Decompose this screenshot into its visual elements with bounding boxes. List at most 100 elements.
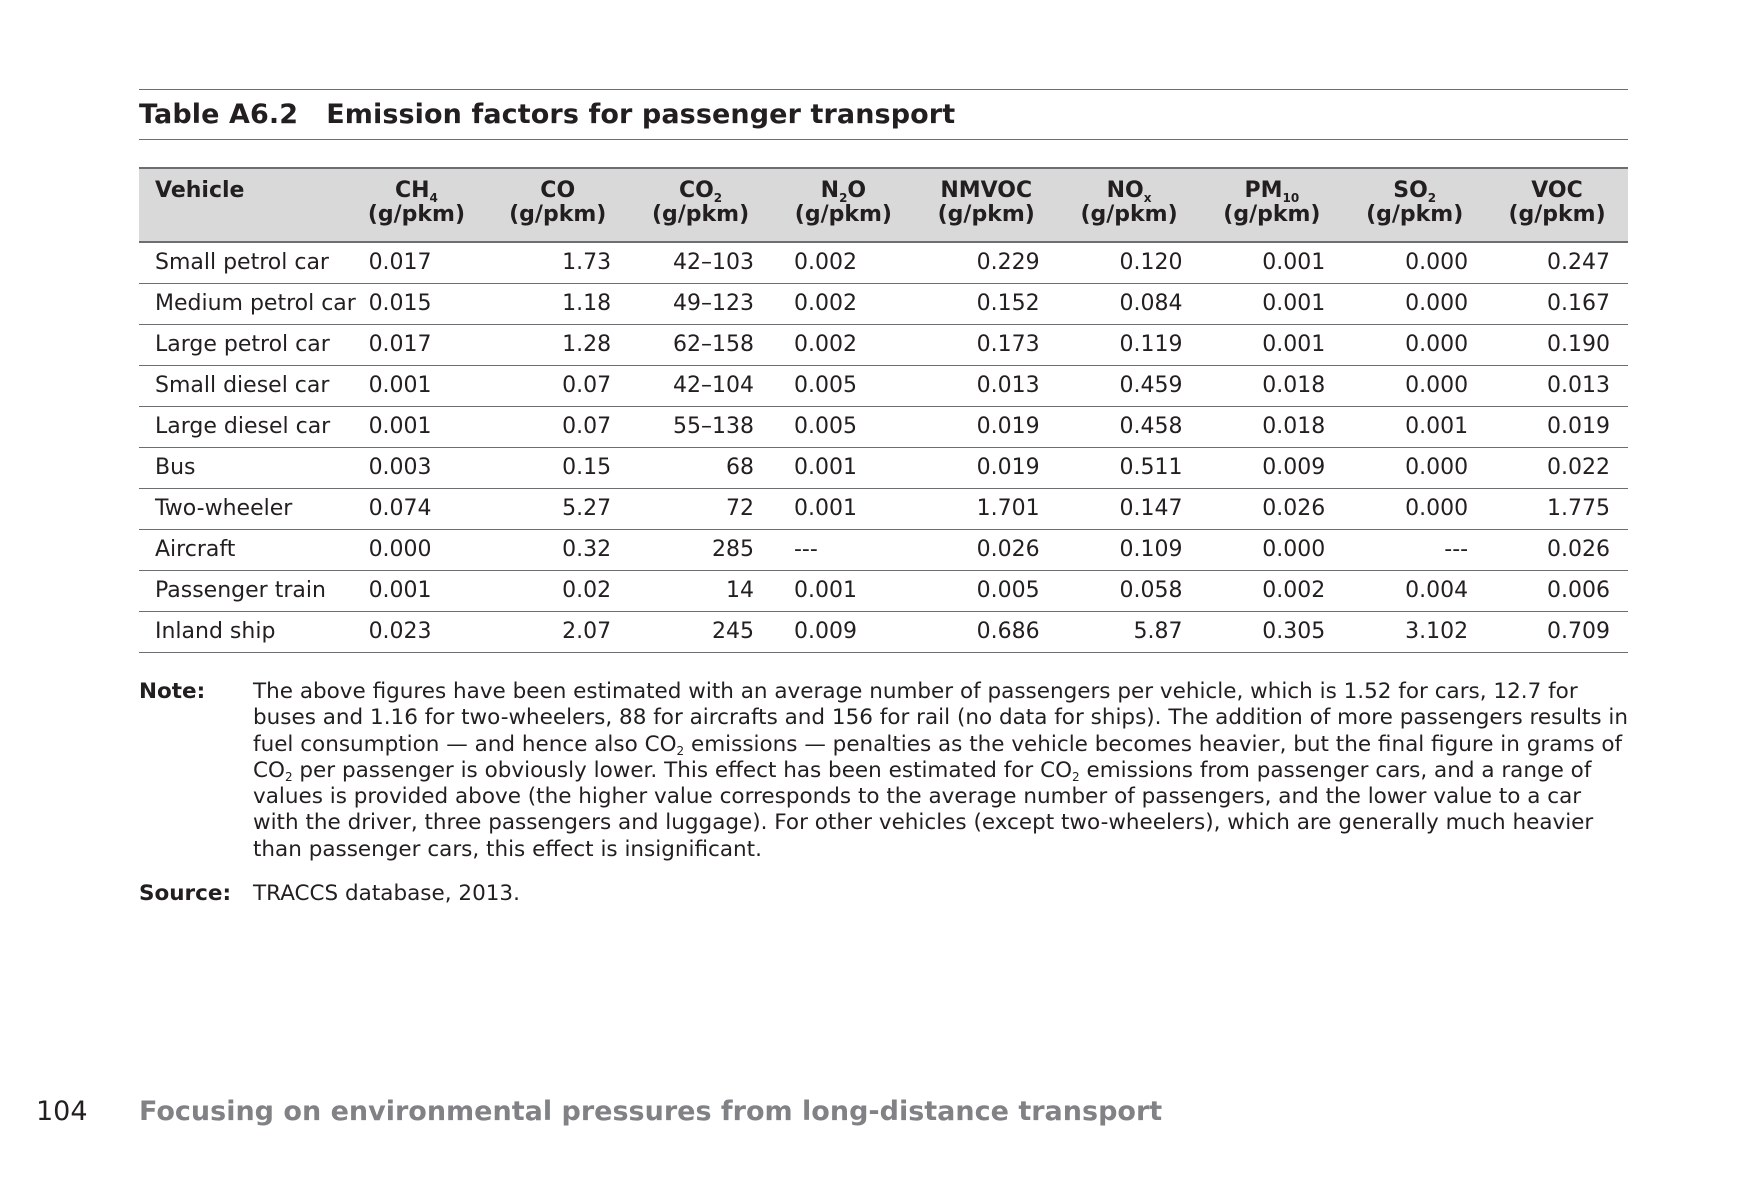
cell-pm10: 0.002 <box>1262 578 1326 603</box>
column-header-so2: SO2 (g/pkm) <box>1366 178 1464 227</box>
header-row: Vehicle CH4 (g/pkm) CO (g/pkm) CO2 (g/pkm) … <box>139 168 1628 242</box>
cell-n2o: 0.009 <box>793 619 857 644</box>
vehicle-name-cell: Small diesel car <box>155 373 330 398</box>
cell-nox: 0.119 <box>1119 332 1183 357</box>
table-section: Table A6.2 Emission factors for passenger… <box>139 89 1628 907</box>
cell-nox: 0.120 <box>1119 250 1183 275</box>
cell-nox: 0.084 <box>1119 291 1183 316</box>
cell-nmvoc: 0.019 <box>976 414 1040 439</box>
cell-co: 2.07 <box>562 619 612 644</box>
cell-so2: --- <box>1444 537 1469 562</box>
column-header-nox: NOx (g/pkm) <box>1080 178 1178 227</box>
cell-voc: 0.167 <box>1547 291 1610 316</box>
cell-ch4: 0.015 <box>368 291 432 316</box>
cell-voc: 0.013 <box>1547 373 1610 398</box>
vehicle-name-cell: Aircraft <box>155 537 236 562</box>
cell-co2: 14 <box>725 578 754 603</box>
cell-nox: 0.058 <box>1119 578 1183 603</box>
table-number: Table A6.2 <box>139 99 299 130</box>
cell-voc: 0.026 <box>1547 537 1610 562</box>
source-label: Source: <box>139 881 232 907</box>
cell-co2: 55–138 <box>672 414 754 439</box>
vehicle-name-cell: Inland ship <box>155 619 276 644</box>
cell-so2: 0.000 <box>1405 455 1469 480</box>
table-row: Two-wheeler 0.074 5.27 72 0.001 1.701 0.147 0.0… <box>139 489 1628 530</box>
cell-ch4: 0.017 <box>368 250 432 275</box>
cell-so2: 0.000 <box>1405 332 1469 357</box>
cell-voc: 0.022 <box>1547 455 1610 480</box>
page-footer: 104 Focusing on environmental pressures … <box>36 1096 1162 1127</box>
cell-pm10: 0.001 <box>1262 250 1326 275</box>
note-label: Note: <box>139 679 206 704</box>
cell-nmvoc: 0.005 <box>976 578 1040 603</box>
cell-co2: 285 <box>711 537 754 562</box>
running-footer-title: Focusing on environmental pressures from… <box>139 1096 1163 1127</box>
cell-co2: 42–103 <box>672 250 754 275</box>
cell-pm10: 0.018 <box>1262 373 1326 398</box>
cell-co2: 245 <box>711 619 754 644</box>
column-header-nmvoc: NMVOC (g/pkm) <box>937 178 1035 227</box>
cell-so2: 0.000 <box>1405 250 1469 275</box>
cell-nmvoc: 1.701 <box>976 496 1040 521</box>
vehicle-name-cell: Passenger train <box>155 578 326 603</box>
source-text: TRACCS database, 2013. <box>253 881 520 907</box>
table-row: Medium petrol car 0.015 1.18 49–123 0.002 0.1… <box>139 284 1628 325</box>
cell-co2: 49–123 <box>672 291 754 316</box>
cell-voc: 0.247 <box>1547 250 1610 275</box>
cell-so2: 0.000 <box>1405 496 1469 521</box>
cell-co: 0.15 <box>562 455 612 480</box>
cell-ch4: 0.000 <box>368 537 432 562</box>
vehicle-name-cell: Large diesel car <box>155 414 331 439</box>
cell-co: 1.73 <box>562 250 612 275</box>
vehicle-name-cell: Bus <box>155 455 196 480</box>
table-row: Bus 0.003 0.15 68 0.001 0.019 0.511 0.009 0.000 0… <box>139 448 1628 489</box>
table-row: Aircraft 0.000 0.32 285 --- 0.026 0.109 0.000 --… <box>139 530 1628 571</box>
source-row: Source: TRACCS database, 2013. <box>139 881 1628 907</box>
column-header-voc: VOC (g/pkm) <box>1508 178 1606 227</box>
cell-co2: 42–104 <box>672 373 754 398</box>
cell-so2: 0.000 <box>1405 373 1469 398</box>
cell-nmvoc: 0.026 <box>976 537 1040 562</box>
cell-nox: 0.511 <box>1119 455 1183 480</box>
cell-nmvoc: 0.013 <box>976 373 1040 398</box>
cell-pm10: 0.026 <box>1262 496 1326 521</box>
cell-ch4: 0.074 <box>368 496 432 521</box>
cell-ch4: 0.003 <box>368 455 432 480</box>
cell-pm10: 0.001 <box>1262 332 1326 357</box>
column-header-pm10: PM10 (g/pkm) <box>1223 178 1321 227</box>
cell-co: 1.18 <box>562 291 612 316</box>
cell-nox: 5.87 <box>1133 619 1183 644</box>
cell-nmvoc: 0.173 <box>976 332 1040 357</box>
cell-nmvoc: 0.152 <box>976 291 1040 316</box>
cell-voc: 0.709 <box>1547 619 1610 644</box>
vehicle-name-cell: Medium petrol car <box>155 291 356 316</box>
cell-co: 1.28 <box>562 332 612 357</box>
column-header-co: CO (g/pkm) <box>509 178 607 227</box>
cell-nmvoc: 0.019 <box>976 455 1040 480</box>
table-row: Small petrol car 0.017 1.73 42–103 0.002 0.22… <box>139 242 1628 284</box>
column-header-co2: CO2 (g/pkm) <box>651 178 750 227</box>
cell-pm10: 0.018 <box>1262 414 1326 439</box>
cell-co: 0.32 <box>562 537 612 562</box>
cell-n2o: 0.001 <box>793 455 857 480</box>
table-body: Small petrol car 0.017 1.73 42–103 0.002 0.22… <box>139 242 1628 653</box>
table-caption: Table A6.2 Emission factors for passenger… <box>139 89 1628 140</box>
table-title: Emission factors for passenger transport <box>326 99 956 130</box>
cell-co2: 68 <box>725 455 754 480</box>
cell-co: 0.07 <box>562 373 612 398</box>
cell-so2: 0.001 <box>1405 414 1469 439</box>
note-row: Note: The above figures have been estima… <box>139 679 1628 863</box>
cell-n2o: 0.001 <box>793 578 857 603</box>
cell-voc: 1.775 <box>1547 496 1610 521</box>
table-row: Inland ship 0.023 2.07 245 0.009 0.686 5.87 0.3… <box>139 612 1628 653</box>
table-row: Small diesel car 0.001 0.07 42–104 0.005 0.01… <box>139 366 1628 407</box>
cell-voc: 0.019 <box>1547 414 1610 439</box>
cell-pm10: 0.000 <box>1262 537 1326 562</box>
cell-n2o: 0.002 <box>793 250 857 275</box>
cell-n2o: 0.005 <box>793 414 857 439</box>
cell-nmvoc: 0.229 <box>976 250 1040 275</box>
cell-n2o: 0.005 <box>793 373 857 398</box>
cell-n2o: 0.002 <box>793 291 857 316</box>
cell-co: 0.07 <box>562 414 612 439</box>
